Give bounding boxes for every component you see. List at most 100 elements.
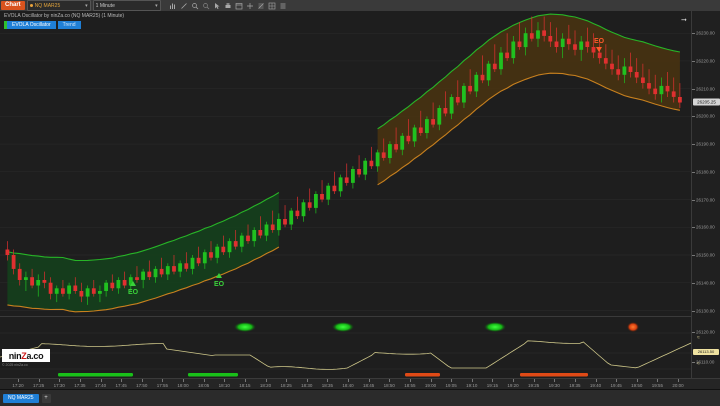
time-axis-label: 18:05 <box>197 383 210 388</box>
time-axis-label: 17:25 <box>32 383 45 388</box>
price-axis-label: 26130.00 <box>696 308 715 313</box>
price-axis[interactable]: 26230.00 26220.00 26210.00 26200.00 26190.00… <box>691 11 720 316</box>
price-axis-label: 26220.00 <box>696 58 715 64</box>
trendline-icon[interactable] <box>180 2 188 10</box>
time-axis-label: 18:35 <box>321 383 334 388</box>
price-axis-tick <box>692 60 695 62</box>
time-axis-label: 17:20 <box>12 383 24 388</box>
chart-menu-button[interactable]: Chart <box>1 1 25 10</box>
time-axis-tick <box>59 379 61 382</box>
oscillator-signal-bar <box>405 373 440 377</box>
time-axis-tick <box>636 379 638 382</box>
oscillator-svg <box>0 317 691 379</box>
osc-axis-tick <box>692 332 695 333</box>
time-axis-tick <box>18 379 19 382</box>
magnifier-icon[interactable] <box>202 2 210 10</box>
oscillator-axis[interactable]: 26120.00 26110.00 26113.50 ≈ ≈ <box>691 316 720 378</box>
osc-axis-label: 26110.00 <box>696 359 715 365</box>
indicator-button-primary[interactable]: EVOLA Oscillator <box>7 21 56 29</box>
time-axis-tick <box>203 379 205 382</box>
scroll-right-icon[interactable]: ➞ <box>681 17 687 24</box>
time-axis-label: 19:55 <box>651 383 664 388</box>
price-chart-pane[interactable] <box>0 11 691 316</box>
instrument-selector[interactable]: NQ MAR25 ▾ <box>26 0 91 11</box>
toolbar-icon-group <box>169 2 287 10</box>
signal-label-eo: EO <box>214 281 225 288</box>
time-axis-label: 18:25 <box>280 383 292 388</box>
time-axis-label: 20:00 <box>672 383 684 388</box>
grid-icon[interactable] <box>268 2 276 10</box>
time-axis-tick <box>265 379 267 382</box>
sell-signal-triangle-icon <box>596 47 602 52</box>
time-axis-tick <box>471 379 473 382</box>
cursor-icon[interactable] <box>213 2 221 10</box>
time-axis-tick <box>451 379 453 382</box>
current-price-label: 26205.25 <box>693 98 720 106</box>
time-axis-tick <box>141 379 143 382</box>
logo-text-post: a.co <box>26 350 44 361</box>
oscillator-signal-bar <box>188 373 238 377</box>
time-axis-tick <box>595 379 597 382</box>
price-axis-tick <box>692 88 695 90</box>
time-axis-tick <box>306 379 308 382</box>
indicator-legend: EVOLA Oscillator Trend <box>4 21 81 29</box>
crosshair-icon[interactable] <box>246 2 254 10</box>
time-axis-label: 17:35 <box>74 383 86 388</box>
time-axis-tick <box>286 379 288 382</box>
price-axis-label: 26190.00 <box>696 141 715 147</box>
oscillator-value-label: 26113.50 <box>693 349 719 355</box>
time-axis-label: 19:45 <box>610 383 622 388</box>
time-axis-tick <box>38 379 40 382</box>
chevron-down-icon[interactable]: ▾ <box>85 2 88 9</box>
indicator-color-swatch <box>4 21 7 29</box>
period-label: 1 Minute <box>95 2 115 9</box>
time-axis-label: 19:40 <box>589 383 602 388</box>
time-axis-tick <box>616 379 618 382</box>
zoom-in-icon[interactable] <box>191 2 199 10</box>
oscillator-signal-bar <box>520 373 588 377</box>
time-axis[interactable]: 17:20 17:25 17:30 17:35 17:40 17:45 17:50 17:55… <box>0 378 720 390</box>
bar-chart-icon[interactable] <box>169 2 177 10</box>
time-axis-tick <box>121 379 123 382</box>
price-axis-label: 26200.00 <box>696 113 715 119</box>
printer-icon[interactable] <box>224 2 232 10</box>
instrument-label: NQ MAR25 <box>34 2 61 9</box>
time-axis-label: 17:40 <box>94 383 107 388</box>
workspace-tab-nq[interactable]: NQ MAR25 <box>3 393 39 403</box>
chevron-down-icon-period[interactable]: ▾ <box>155 2 158 9</box>
price-axis-label: 26230.00 <box>696 30 715 36</box>
time-axis-tick <box>409 379 411 382</box>
add-tab-button[interactable]: + <box>41 393 51 403</box>
oscillator-signal-dot <box>332 322 354 332</box>
oscillator-signal-dot <box>627 322 639 332</box>
time-axis-label: 19:20 <box>507 383 519 388</box>
price-axis-tick <box>692 144 695 146</box>
time-axis-label: 19:50 <box>631 383 643 388</box>
signal-label-eo: EO <box>594 38 605 45</box>
buy-signal-triangle-icon <box>130 281 136 286</box>
time-axis-label: 17:45 <box>115 383 127 388</box>
fibonacci-icon[interactable] <box>257 2 265 10</box>
price-axis-label: 26160.00 <box>696 224 715 230</box>
price-axis-tick <box>692 116 695 118</box>
price-axis-tick <box>692 171 695 173</box>
time-axis-label: 18:00 <box>177 383 189 388</box>
price-chart-svg <box>0 11 691 316</box>
oscillator-signal-bar <box>58 373 133 377</box>
period-selector[interactable]: 1 Minute ▾ <box>92 0 161 11</box>
list-icon[interactable] <box>279 2 287 10</box>
time-axis-label: 19:10 <box>466 383 478 388</box>
time-axis-label: 17:55 <box>156 383 169 388</box>
calendar-icon[interactable] <box>235 2 243 10</box>
time-axis-label: 19:00 <box>424 383 437 388</box>
indicator-button-secondary[interactable]: Trend <box>57 21 81 29</box>
price-axis-tick <box>692 310 695 312</box>
price-axis-tick <box>692 255 695 256</box>
oscillator-pane[interactable] <box>0 316 691 379</box>
indicator-title: EVOLA Oscillator by ninZa.co (NQ MAR25) … <box>4 13 125 19</box>
time-axis-tick <box>554 379 556 382</box>
osc-axis-tick <box>692 362 695 363</box>
price-axis-tick <box>692 199 695 201</box>
